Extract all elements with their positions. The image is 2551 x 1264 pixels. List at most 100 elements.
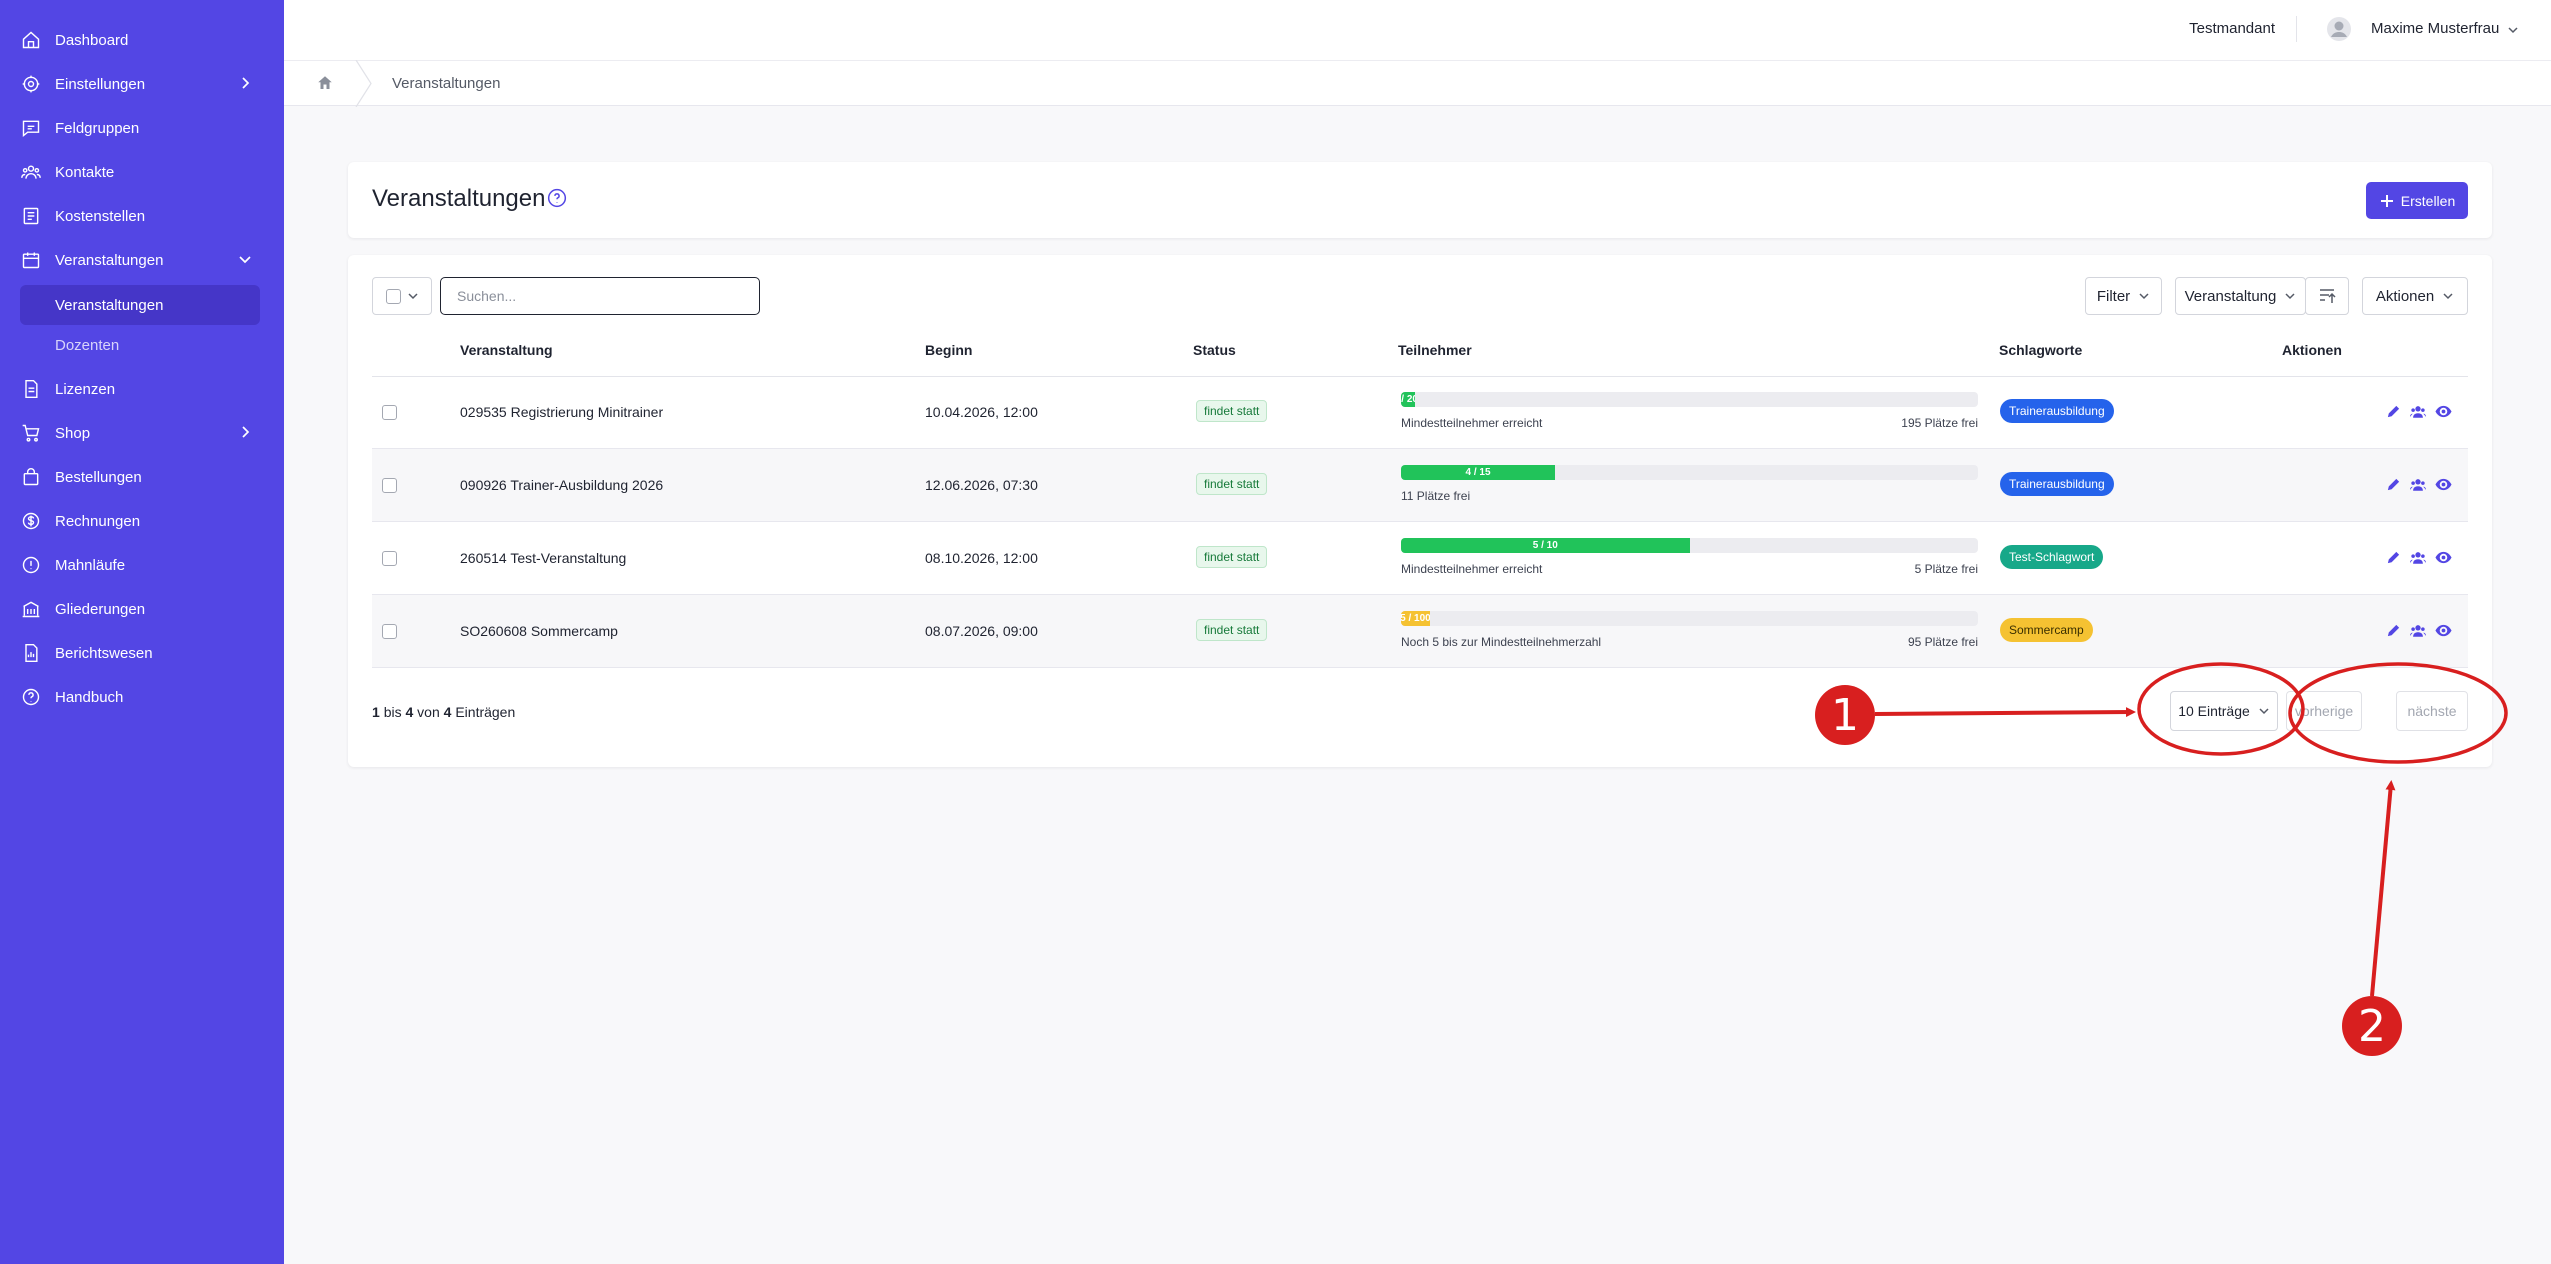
sidebar: Dashboard Einstellungen Feldgruppen Kont…	[0, 0, 284, 1264]
event-name[interactable]: 090926 Trainer-Ausbildung 2026	[460, 477, 664, 493]
sidebar-item-kontakte[interactable]: Kontakte	[20, 153, 260, 191]
breadcrumb: Veranstaltungen	[284, 60, 2551, 107]
column-header-teilnehmer[interactable]: Teilnehmer	[1398, 342, 1472, 358]
sidebar-item-feldgruppen[interactable]: Feldgruppen	[20, 109, 260, 147]
breadcrumb-separator	[354, 60, 374, 107]
page-size-label: 10 Einträge	[2178, 703, 2250, 719]
create-button-label: Erstellen	[2400, 192, 2456, 209]
sidebar-subitem-dozenten[interactable]: Dozenten	[55, 336, 120, 354]
sidebar-item-lizenzen[interactable]: Lizenzen	[20, 370, 260, 408]
chevron-down-icon	[2442, 290, 2454, 302]
row-checkbox[interactable]	[382, 551, 397, 566]
sidebar-item-berichtswesen[interactable]: Berichtswesen	[20, 634, 260, 672]
event-name[interactable]: 260514 Test-Veranstaltung	[460, 550, 627, 566]
chat-icon	[20, 117, 42, 139]
sidebar-item-veranstaltungen[interactable]: Veranstaltungen	[20, 241, 260, 279]
participants-progress-bar: 5 / 200	[1401, 392, 1978, 407]
page-header: Veranstaltungen Erstellen	[348, 162, 2492, 238]
row-checkbox[interactable]	[382, 624, 397, 639]
view-icon[interactable]	[2435, 477, 2452, 492]
actions-button[interactable]: Aktionen	[2362, 277, 2468, 315]
view-icon[interactable]	[2435, 404, 2452, 419]
create-button[interactable]: Erstellen	[2366, 182, 2468, 219]
event-name[interactable]: SO260608 Sommercamp	[460, 623, 618, 639]
edit-icon[interactable]	[2386, 477, 2401, 492]
event-name[interactable]: 029535 Registrierung Minitrainer	[460, 404, 664, 420]
page-size-select[interactable]: 10 Einträge	[2170, 691, 2278, 731]
pagination-total: 4	[443, 704, 452, 720]
progress-fill: 5 / 100	[1401, 611, 1430, 626]
sidebar-item-mahnlaeufe[interactable]: Mahnläufe	[20, 546, 260, 584]
sidebar-item-bestellungen[interactable]: Bestellungen	[20, 458, 260, 496]
users-icon	[20, 161, 42, 183]
column-header-aktionen: Aktionen	[2282, 342, 2342, 358]
annotation-marker-2: 2	[2342, 996, 2402, 1056]
next-page-button[interactable]: nächste	[2396, 691, 2468, 731]
participants-icon[interactable]	[2410, 477, 2426, 492]
tag-badge[interactable]: Trainerausbildung	[2000, 472, 2114, 496]
sidebar-item-shop[interactable]: Shop	[20, 414, 260, 452]
pagination-from: 1	[372, 704, 380, 720]
view-icon[interactable]	[2435, 623, 2452, 638]
view-icon[interactable]	[2435, 550, 2452, 565]
column-header-status[interactable]: Status	[1193, 342, 1236, 358]
participants-icon[interactable]	[2410, 623, 2426, 638]
free-places: 5 Plätze frei	[1914, 562, 1978, 576]
sidebar-item-dashboard[interactable]: Dashboard	[20, 21, 260, 59]
breadcrumb-current: Veranstaltungen	[392, 75, 501, 92]
column-header-beginn[interactable]: Beginn	[925, 342, 973, 358]
row-checkbox[interactable]	[382, 478, 397, 493]
row-checkbox[interactable]	[382, 405, 397, 420]
progress-fill: 4 / 15	[1401, 465, 1556, 480]
edit-icon[interactable]	[2386, 623, 2401, 638]
sidebar-item-label: Lizenzen	[55, 380, 116, 398]
participants-icon[interactable]	[2410, 404, 2426, 419]
tenant-switcher[interactable]: Testmandant	[2189, 20, 2275, 37]
event-begin: 12.06.2026, 07:30	[925, 477, 1038, 493]
event-begin: 08.10.2026, 12:00	[925, 550, 1038, 566]
search-input[interactable]	[440, 277, 760, 315]
sidebar-item-label: Kostenstellen	[55, 207, 146, 225]
tag-badge[interactable]: Test-Schlagwort	[2000, 545, 2104, 569]
table-row[interactable]: 090926 Trainer-Ausbildung 2026 12.06.2026…	[372, 449, 2468, 522]
edit-icon[interactable]	[2386, 550, 2401, 565]
tag-badge[interactable]: Sommercamp	[2000, 618, 2093, 642]
sidebar-item-einstellungen[interactable]: Einstellungen	[20, 65, 260, 103]
pagination-von: von	[417, 704, 440, 720]
sidebar-item-kostenstellen[interactable]: Kostenstellen	[20, 197, 260, 235]
tag-badge[interactable]: Trainerausbildung	[2000, 399, 2114, 423]
filter-button[interactable]: Filter	[2085, 277, 2162, 315]
table-row[interactable]: 029535 Registrierung Minitrainer 10.04.20…	[372, 376, 2468, 449]
row-actions	[2386, 404, 2452, 419]
question-icon	[20, 686, 42, 708]
table-row[interactable]: 260514 Test-Veranstaltung 08.10.2026, 12:…	[372, 522, 2468, 595]
chevron-down-icon	[2138, 290, 2150, 302]
sidebar-item-label: Dashboard	[55, 31, 129, 49]
sidebar-item-handbuch[interactable]: Handbuch	[20, 678, 260, 716]
table-row[interactable]: SO260608 Sommercamp 08.07.2026, 09:00 find…	[372, 595, 2468, 668]
sidebar-subitem-veranstaltungen[interactable]: Veranstaltungen	[20, 285, 260, 325]
edit-icon[interactable]	[2386, 404, 2401, 419]
home-icon[interactable]	[316, 74, 334, 92]
sidebar-item-rechnungen[interactable]: Rechnungen	[20, 502, 260, 540]
user-avatar-icon[interactable]	[2326, 16, 2352, 42]
column-header-veranstaltung[interactable]: Veranstaltung	[460, 342, 553, 358]
ledger-icon	[20, 205, 42, 227]
column-header-schlagworte[interactable]: Schlagworte	[1999, 342, 2083, 358]
chevron-down-icon	[2284, 290, 2296, 302]
chevron-down-icon[interactable]	[2507, 24, 2519, 36]
sort-direction-button[interactable]	[2305, 277, 2349, 315]
sort-field-select[interactable]: Veranstaltung	[2175, 277, 2306, 315]
user-menu[interactable]: Maxime Musterfrau	[2371, 20, 2500, 37]
select-all-dropdown[interactable]	[372, 277, 432, 315]
page-title: Veranstaltungen	[372, 185, 546, 212]
building-icon	[20, 598, 42, 620]
sidebar-item-label: Veranstaltungen	[55, 251, 164, 269]
pagination-suffix: Einträgen	[455, 704, 516, 720]
participants-icon[interactable]	[2410, 550, 2426, 565]
sidebar-item-gliederungen[interactable]: Gliederungen	[20, 590, 260, 628]
previous-page-button[interactable]: vorherige	[2286, 691, 2362, 731]
help-icon[interactable]	[547, 188, 567, 208]
select-all-checkbox[interactable]	[385, 288, 401, 304]
chevron-down-icon	[2258, 705, 2270, 717]
